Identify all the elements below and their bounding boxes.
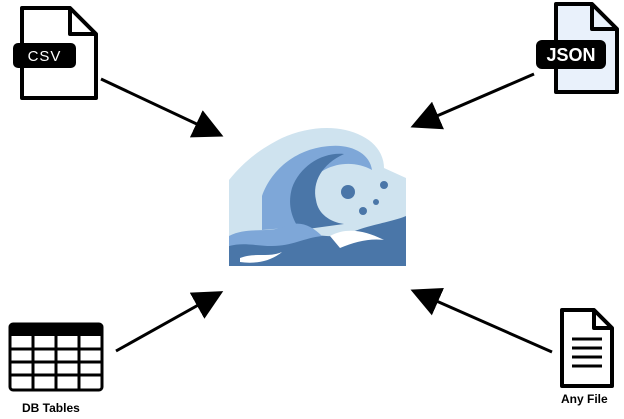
arrow-any-file-to-center — [410, 287, 553, 354]
arrow-db-to-center — [115, 291, 224, 353]
json-badge-label: JSON — [546, 45, 595, 65]
table-grid-icon — [8, 322, 104, 392]
ocean-wave-icon — [229, 127, 406, 266]
arrow-json-to-center — [410, 72, 535, 130]
json-file-icon: JSON — [536, 2, 619, 94]
db-tables-caption: DB Tables — [22, 401, 80, 415]
csv-badge-label: CSV — [28, 48, 62, 65]
arrow-csv-to-center — [100, 77, 224, 138]
any-file-caption: Any File — [561, 392, 608, 406]
csv-file-icon: CSV — [13, 6, 98, 100]
document-icon — [560, 308, 614, 388]
